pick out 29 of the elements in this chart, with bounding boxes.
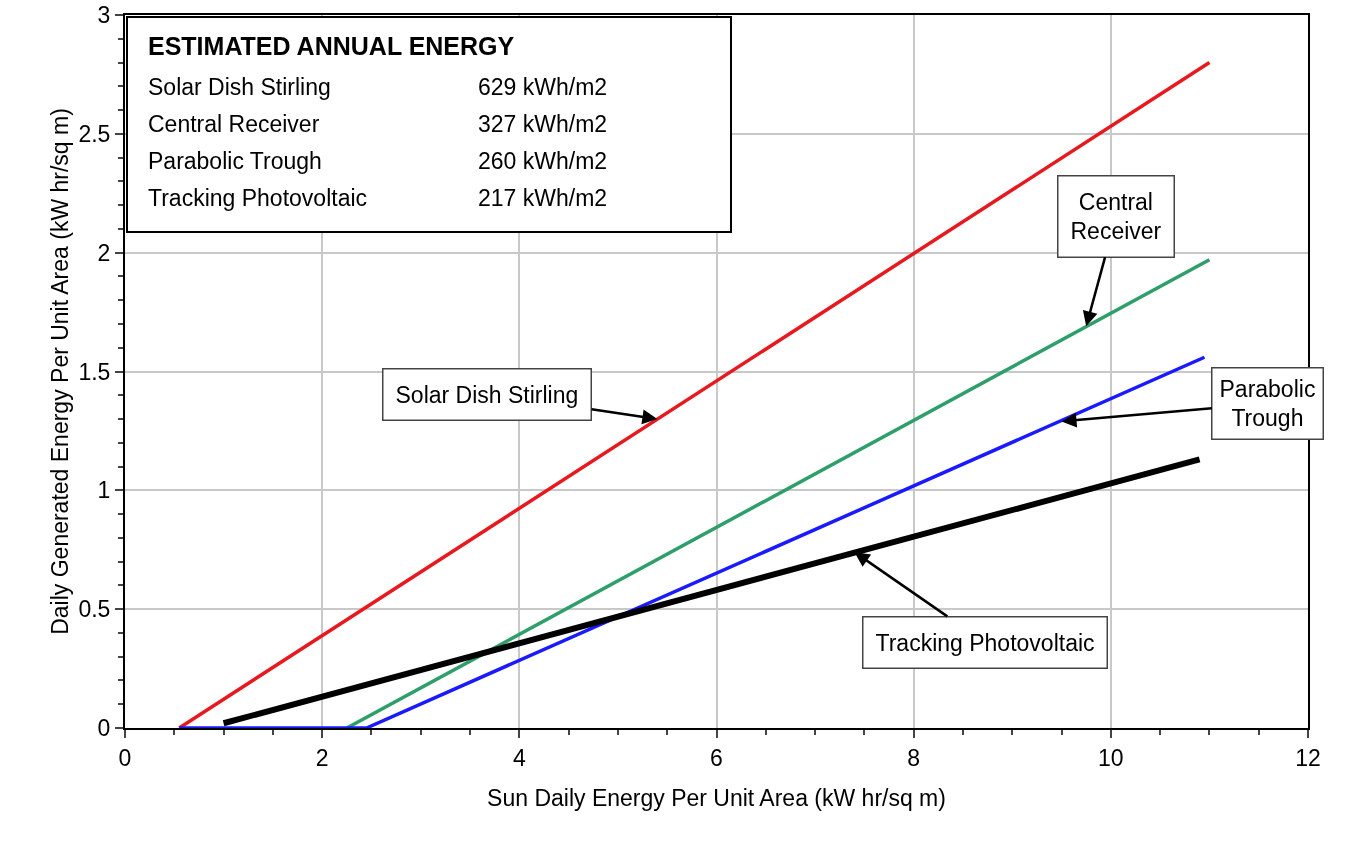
annotation: 327 kWh/m2 <box>478 110 608 139</box>
y-tick-label: 1.5 <box>78 358 111 385</box>
y-axis-title: Daily Generated Energy Per Unit Area (kW hr/sq m) <box>47 108 73 635</box>
annotation: Tracking Photovoltaic <box>148 184 369 213</box>
annotation: Central Receiver <box>148 110 321 139</box>
y-tick-label: 3 <box>97 2 111 29</box>
annotation: ESTIMATED ANNUAL ENERGY <box>148 32 516 61</box>
annotation: Tracking Photovoltaic <box>875 629 1095 656</box>
annotation: Solar Dish Stirling <box>148 73 332 102</box>
x-tick-label: 2 <box>315 744 329 771</box>
x-tick-label: 6 <box>710 744 723 771</box>
x-tick-label: 12 <box>1295 744 1321 771</box>
annotation: 629 kWh/m2 <box>478 73 608 102</box>
x-tick-label: 8 <box>907 744 921 771</box>
x-tick-label: 10 <box>1098 744 1124 771</box>
annotation: 260 kWh/m2 <box>478 147 608 176</box>
y-tick-label: 0 <box>97 715 111 742</box>
x-axis-title: Sun Daily Energy Per Unit Area (kW hr/sq m) <box>487 784 946 811</box>
annotation: Solar Dish Stirling <box>395 381 579 408</box>
x-tick-label: 4 <box>512 744 526 771</box>
annotation: Parabolic Trough <box>1219 375 1316 432</box>
annotation: 217 kWh/m2 <box>478 184 608 213</box>
y-tick-label: 2.5 <box>78 120 111 147</box>
y-tick-label: 0.5 <box>78 596 111 623</box>
y-tick-label: 2 <box>97 239 111 266</box>
annotation: Central Receiver <box>1070 188 1162 245</box>
y-tick-label: 1 <box>97 477 111 504</box>
annotation: Parabolic Trough <box>148 147 323 176</box>
x-tick-label: 0 <box>118 744 132 771</box>
